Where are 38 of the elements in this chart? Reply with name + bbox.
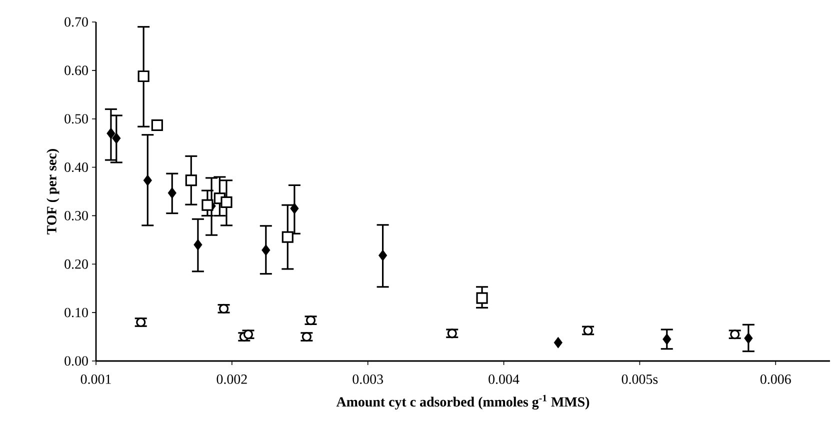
point	[138, 70, 150, 82]
point	[151, 119, 163, 131]
point	[262, 244, 270, 256]
y-tick-label: 0.50	[64, 114, 88, 124]
point	[202, 199, 214, 211]
x-tick-label: 0.004	[488, 374, 520, 384]
x-tick-label: 0.003	[352, 374, 384, 384]
y-axis-title: TOF ( per sec)	[46, 149, 60, 234]
point	[194, 239, 202, 250]
point	[112, 132, 121, 144]
point	[290, 202, 299, 214]
y-tick-label: 0.30	[64, 210, 88, 220]
point	[218, 304, 229, 314]
x-tick-label: 0.001	[80, 374, 111, 384]
x-axis-title: Amount cyt c adsorbed (mmoles g$^{-1}$ MMS)	[336, 394, 590, 410]
point	[106, 128, 116, 140]
point	[282, 231, 294, 243]
point	[168, 187, 176, 199]
point	[136, 317, 146, 328]
point	[302, 332, 312, 342]
point	[662, 334, 672, 345]
y-tick-label: 0.60	[64, 66, 88, 76]
y-tick-label: 0.40	[64, 162, 88, 172]
point	[143, 174, 152, 186]
point	[378, 250, 388, 262]
point	[554, 336, 562, 348]
point	[744, 332, 753, 344]
point	[306, 316, 316, 326]
y-tick-label: 0.10	[64, 308, 88, 318]
x-tick-label: 0.006	[760, 374, 791, 384]
point	[185, 174, 197, 186]
y-tick-label: 0.70	[64, 17, 88, 27]
x-tick-label: 0.005s	[622, 374, 658, 384]
y-tick-label: 0.20	[64, 259, 88, 269]
x-tick-label: 0.002	[216, 374, 247, 384]
point	[476, 292, 488, 304]
point	[220, 196, 232, 208]
y-tick-label: 0.00	[64, 356, 88, 366]
